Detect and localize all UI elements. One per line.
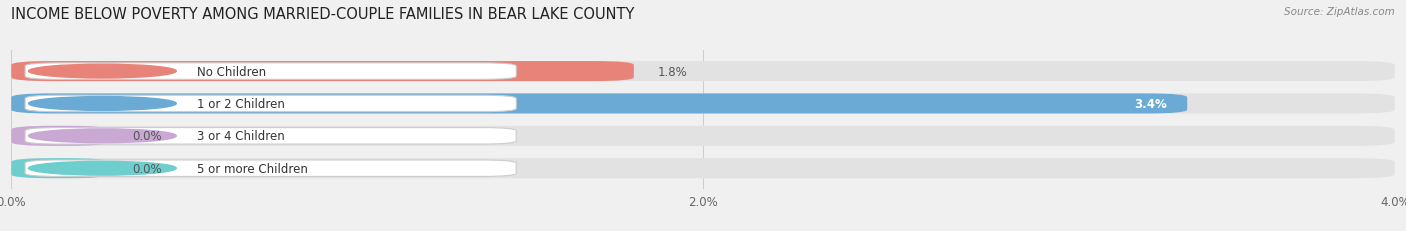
Text: Source: ZipAtlas.com: Source: ZipAtlas.com (1284, 7, 1395, 17)
Text: 0.0%: 0.0% (132, 130, 162, 143)
FancyBboxPatch shape (11, 158, 1395, 179)
Circle shape (28, 97, 176, 111)
FancyBboxPatch shape (11, 158, 108, 179)
FancyBboxPatch shape (25, 96, 516, 112)
FancyBboxPatch shape (11, 62, 1395, 82)
FancyBboxPatch shape (11, 126, 108, 146)
Text: 1.8%: 1.8% (658, 65, 688, 78)
Circle shape (28, 162, 176, 175)
Text: 1 or 2 Children: 1 or 2 Children (197, 97, 285, 110)
FancyBboxPatch shape (11, 94, 1187, 114)
Circle shape (28, 129, 176, 143)
Text: 5 or more Children: 5 or more Children (197, 162, 308, 175)
FancyBboxPatch shape (11, 126, 1395, 146)
Text: 0.0%: 0.0% (132, 162, 162, 175)
FancyBboxPatch shape (25, 128, 516, 144)
Text: No Children: No Children (197, 65, 266, 78)
Text: INCOME BELOW POVERTY AMONG MARRIED-COUPLE FAMILIES IN BEAR LAKE COUNTY: INCOME BELOW POVERTY AMONG MARRIED-COUPL… (11, 7, 634, 22)
FancyBboxPatch shape (11, 62, 634, 82)
Text: 3 or 4 Children: 3 or 4 Children (197, 130, 285, 143)
Text: 3.4%: 3.4% (1133, 97, 1167, 110)
FancyBboxPatch shape (25, 160, 516, 177)
FancyBboxPatch shape (11, 94, 1395, 114)
FancyBboxPatch shape (25, 64, 516, 80)
Circle shape (28, 65, 176, 79)
